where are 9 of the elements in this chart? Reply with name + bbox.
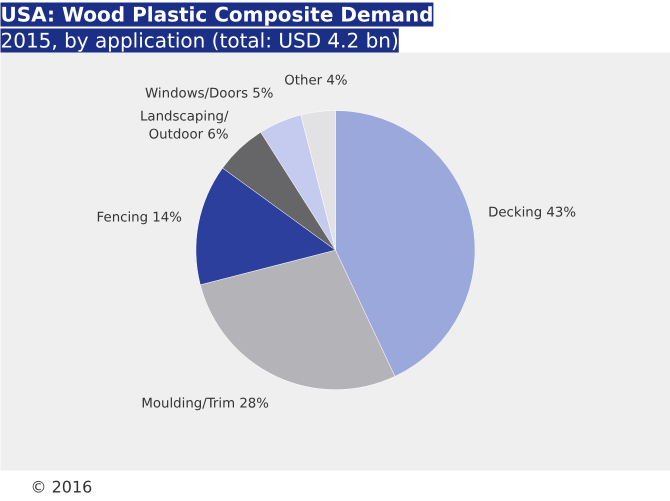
slice-label: Other 4% <box>284 74 348 89</box>
text: © 2016 <box>30 478 92 496</box>
slice-label: Windows/Doors 5% <box>145 86 274 102</box>
slice-label: Moulding/Trim 28% <box>141 396 269 412</box>
chart-title: USA: Wood Plastic Composite Demand <box>0 2 434 26</box>
slice-label: Landscaping/ Outdoor 6% <box>140 110 229 142</box>
slice-label: Decking 43% <box>488 205 576 220</box>
slice-label: Fencing 14% <box>96 210 182 226</box>
chart-subtitle: 2015, by application (total: USD 4.2 bn) <box>0 28 399 52</box>
